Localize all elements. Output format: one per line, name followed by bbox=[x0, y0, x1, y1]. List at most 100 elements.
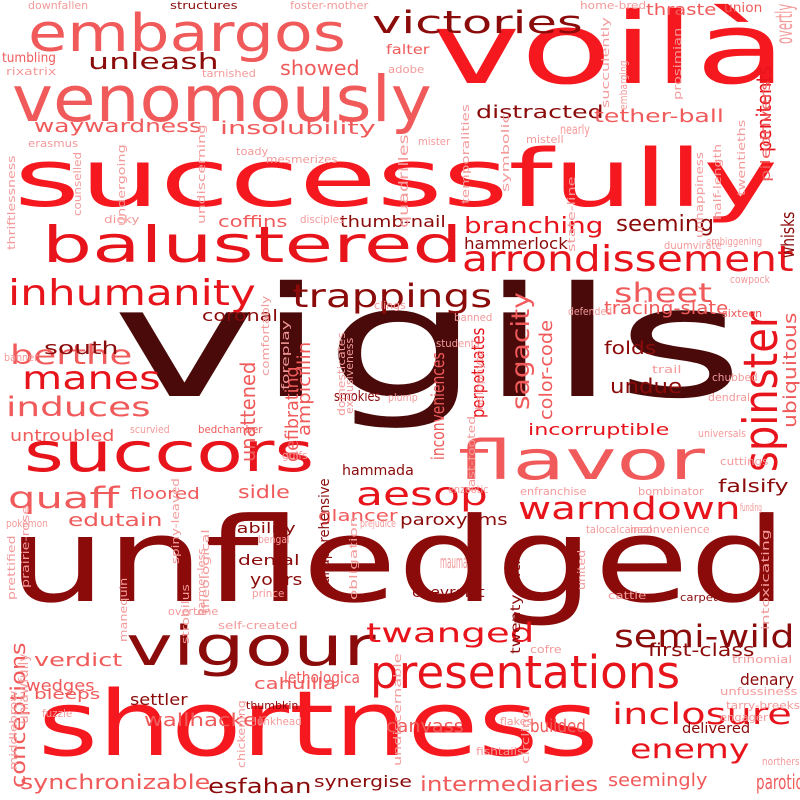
word: edutain bbox=[68, 510, 163, 531]
word: intermediaries bbox=[420, 772, 599, 796]
word: warmdown bbox=[518, 491, 741, 527]
word: sidle bbox=[238, 482, 290, 503]
word: delivered bbox=[682, 721, 751, 737]
word: quadrilles bbox=[397, 134, 412, 228]
word: foreplay bbox=[279, 320, 292, 390]
word: flakes bbox=[500, 715, 533, 728]
word: glancer bbox=[318, 506, 398, 525]
word: cahuilla bbox=[254, 674, 337, 693]
word: fuzzle bbox=[42, 707, 73, 720]
word: universals bbox=[698, 427, 747, 440]
word: carpeted bbox=[680, 591, 733, 604]
word: esfahan bbox=[208, 774, 312, 798]
word: south bbox=[44, 338, 119, 359]
word: mister bbox=[418, 135, 451, 148]
word: parotid bbox=[756, 770, 800, 794]
word: mistell bbox=[526, 133, 564, 146]
word: structures bbox=[170, 0, 238, 12]
word: synchronizable bbox=[20, 770, 211, 794]
word: unlawfully bbox=[17, 653, 32, 724]
word: manes bbox=[22, 359, 161, 397]
word: voilà bbox=[432, 0, 787, 107]
word: flavor bbox=[458, 429, 705, 492]
word: bengal bbox=[258, 533, 290, 546]
word: inconvenience bbox=[630, 523, 710, 536]
word: halophyte bbox=[473, 349, 486, 410]
word: insolubility bbox=[220, 118, 376, 139]
word: successfully bbox=[14, 133, 779, 225]
word: nearly bbox=[560, 123, 590, 138]
word: denary bbox=[740, 670, 794, 689]
word: bedchamber bbox=[198, 423, 263, 436]
word: rixatrix bbox=[6, 65, 57, 78]
word: lethologica bbox=[284, 668, 360, 687]
word: exclusiveness bbox=[343, 337, 356, 414]
word: ampicillin bbox=[294, 341, 315, 436]
word: erasmus bbox=[28, 137, 79, 150]
word: balustered bbox=[42, 216, 463, 274]
word: distracted bbox=[476, 102, 604, 123]
word: disciples bbox=[300, 213, 345, 226]
word: prettified bbox=[5, 535, 18, 600]
word: undiscernable bbox=[391, 653, 404, 766]
word: chickening bbox=[235, 700, 248, 768]
word: branching bbox=[464, 214, 604, 239]
word: whisks bbox=[778, 211, 799, 258]
word: unapprehensive bbox=[317, 478, 333, 584]
word: succors bbox=[24, 421, 315, 484]
word: cofre bbox=[530, 643, 562, 656]
word: shortness bbox=[38, 672, 599, 777]
word: yours bbox=[250, 570, 303, 589]
word: fast-footed bbox=[465, 415, 478, 492]
word: engager bbox=[720, 711, 768, 724]
word: embargos bbox=[28, 4, 346, 64]
word: semi-wild bbox=[614, 619, 795, 655]
word: coronal bbox=[202, 306, 278, 325]
word: arrondissement bbox=[462, 239, 794, 280]
word: half-length bbox=[711, 143, 724, 220]
word: induces bbox=[6, 392, 151, 423]
word: mauma bbox=[440, 552, 468, 573]
word: color-code bbox=[536, 319, 557, 420]
word: sagacity bbox=[506, 292, 535, 410]
word: unhappiness bbox=[693, 152, 706, 238]
word: floored bbox=[130, 484, 200, 503]
word: aesop bbox=[356, 475, 488, 513]
word: tracing-slate bbox=[604, 298, 729, 319]
word: denial bbox=[238, 553, 300, 569]
word: adobe bbox=[388, 63, 425, 76]
word: unattened bbox=[236, 361, 260, 462]
word: embiggening bbox=[706, 235, 763, 248]
word: tarry-breeks bbox=[726, 699, 800, 712]
word: enfranchise bbox=[520, 485, 587, 498]
word: counselled bbox=[71, 151, 84, 216]
word: clings bbox=[374, 299, 406, 312]
word: spiny-leaved bbox=[169, 478, 182, 564]
word: settler bbox=[130, 690, 188, 709]
word: prince bbox=[252, 587, 285, 600]
word: inclosure bbox=[612, 697, 792, 731]
word: vigour bbox=[126, 615, 376, 678]
word: harmer-less bbox=[195, 548, 208, 616]
word: wallhacker bbox=[144, 710, 267, 731]
word: sheet bbox=[614, 278, 713, 309]
word: quaff bbox=[8, 481, 120, 515]
word: presentations bbox=[370, 646, 681, 699]
word: builded bbox=[530, 716, 586, 737]
word: talocalcaneal bbox=[586, 523, 653, 536]
word: dendral bbox=[708, 391, 751, 404]
word: undiscerning bbox=[195, 124, 208, 224]
word: victories bbox=[372, 5, 583, 41]
word: self-created bbox=[218, 619, 298, 632]
word: unleash bbox=[88, 50, 219, 75]
word: untroubled bbox=[10, 426, 115, 445]
word: unfledged bbox=[8, 492, 788, 629]
word: home-bred bbox=[580, 0, 647, 12]
word: plump bbox=[388, 391, 418, 404]
word: succulently bbox=[599, 17, 612, 108]
word: banned bbox=[454, 311, 493, 324]
word: lunkhead bbox=[254, 715, 302, 728]
word: falter bbox=[386, 43, 430, 58]
word: fishtails bbox=[476, 745, 524, 758]
